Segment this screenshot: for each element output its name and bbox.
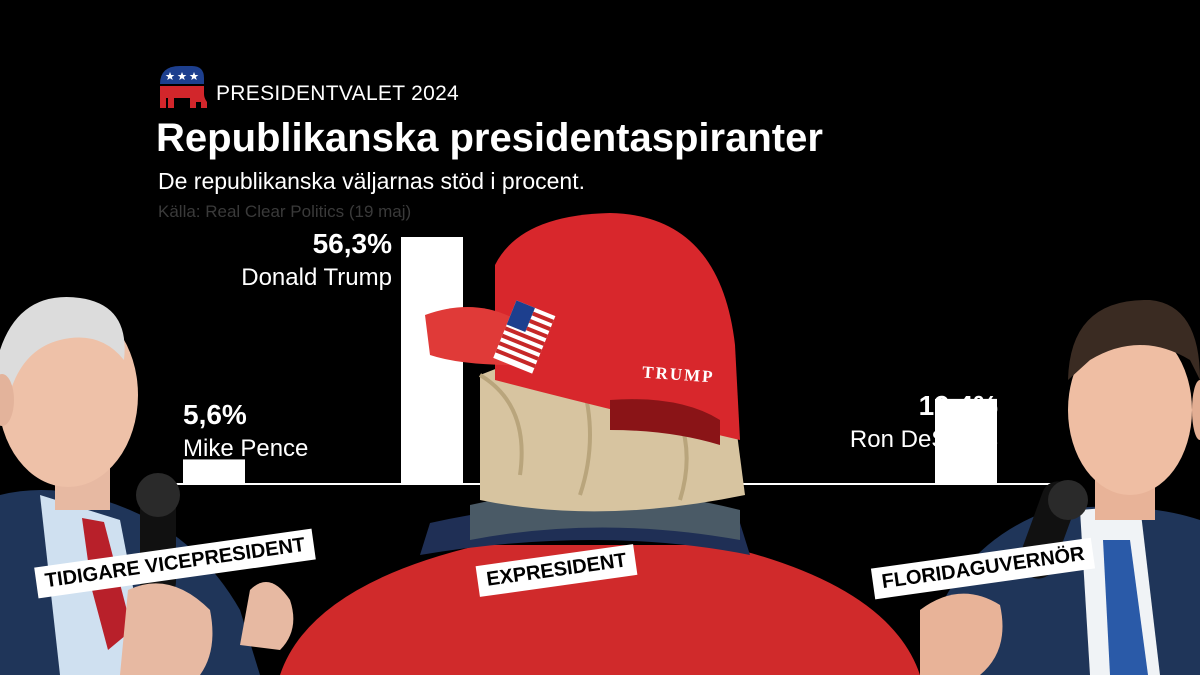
chart-subtitle: De republikanska väljarnas stöd i procen… bbox=[158, 168, 586, 194]
category-label: Donald Trump bbox=[241, 264, 392, 291]
category-label: Ron DeSantis bbox=[850, 426, 998, 453]
header-kicker: PRESIDENTVALET 2024 bbox=[216, 82, 460, 105]
chart-source: Källa: Real Clear Politics (19 maj) bbox=[158, 202, 412, 221]
header-kicker-row: PRESIDENTVALET 2024 bbox=[158, 64, 459, 108]
category-label: Mike Pence bbox=[183, 435, 308, 462]
value-label: 5,6% bbox=[183, 399, 247, 430]
value-label: 19,4% bbox=[919, 390, 998, 421]
value-label: 56,3% bbox=[313, 228, 392, 259]
donald-trump-photo: TRUMP bbox=[280, 213, 920, 675]
bar-mike-pence bbox=[183, 459, 245, 484]
flag-patch bbox=[493, 300, 556, 374]
ron-desantis-photo bbox=[920, 299, 1200, 675]
chart-title: Republikanska presidentaspiranter bbox=[156, 116, 823, 160]
gop-elephant-icon bbox=[160, 66, 207, 108]
cap-text: TRUMP bbox=[642, 363, 715, 387]
bar-ron-desantis bbox=[935, 398, 997, 484]
mike-pence-photo bbox=[0, 297, 294, 675]
